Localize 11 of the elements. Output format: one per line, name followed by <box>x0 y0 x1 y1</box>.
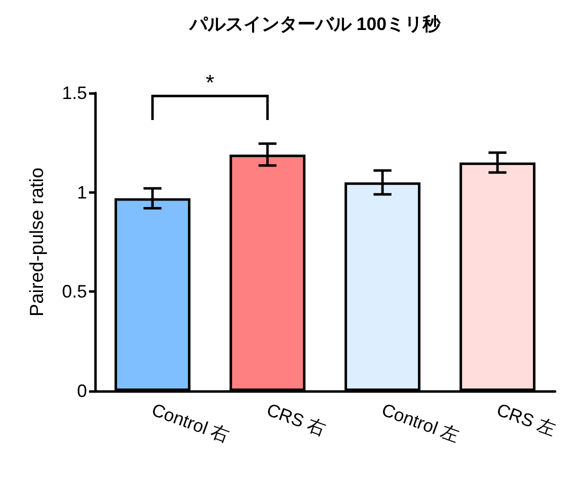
y-tick-label: 1 <box>76 182 87 202</box>
y-axis-title: Paired-pulse ratio <box>27 168 48 316</box>
annotation: * <box>206 70 215 95</box>
x-tick-label: CRS 左 <box>494 400 558 440</box>
y-tick-label: 1.5 <box>62 83 87 103</box>
y-tick-label: 0.5 <box>62 282 87 302</box>
chart-title: パルスインターバル 100ミリ秒 <box>188 14 442 34</box>
y-tick-label: 0 <box>76 381 87 401</box>
x-tick-label: Control 右 <box>149 400 232 446</box>
x-tick-label: Control 左 <box>379 400 462 446</box>
x-tick-label: CRS 右 <box>264 400 328 440</box>
